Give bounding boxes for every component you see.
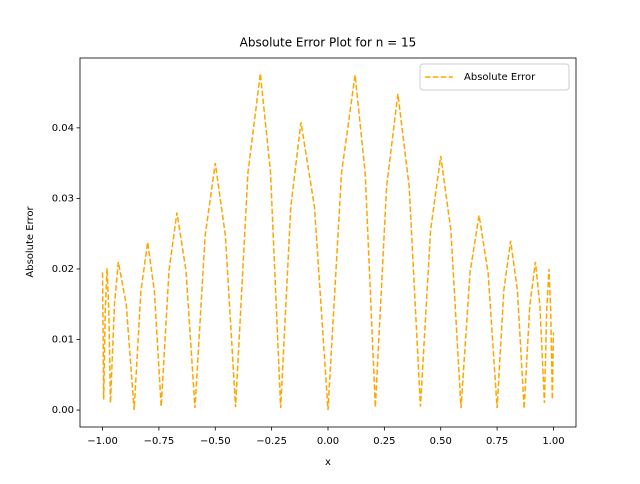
y-tick-label: 0.04 — [52, 123, 74, 134]
y-tick-label: 0.02 — [52, 264, 74, 275]
x-tick-label: −0.25 — [256, 436, 287, 447]
x-tick-label: 0.00 — [317, 436, 339, 447]
x-tick-label: 1.00 — [542, 436, 564, 447]
y-tick-label: 0.01 — [52, 335, 74, 346]
y-axis-label: Absolute Error — [25, 205, 36, 277]
y-tick-label: 0.03 — [52, 193, 74, 204]
x-tick-label: 0.75 — [486, 436, 508, 447]
chart-title: Absolute Error Plot for n = 15 — [240, 36, 417, 50]
y-tick-label: 0.00 — [52, 405, 74, 416]
legend-label: Absolute Error — [464, 72, 536, 83]
legend-box — [419, 63, 570, 91]
x-tick-label: −1.00 — [87, 436, 118, 447]
data-line — [101, 73, 555, 411]
axes-frame — [79, 57, 577, 428]
x-tick-label: 0.50 — [430, 436, 452, 447]
x-tick-label: −0.75 — [144, 436, 175, 447]
x-tick-label: −0.50 — [200, 436, 231, 447]
x-tick-label: 0.25 — [373, 436, 395, 447]
x-axis-label: x — [325, 457, 331, 468]
